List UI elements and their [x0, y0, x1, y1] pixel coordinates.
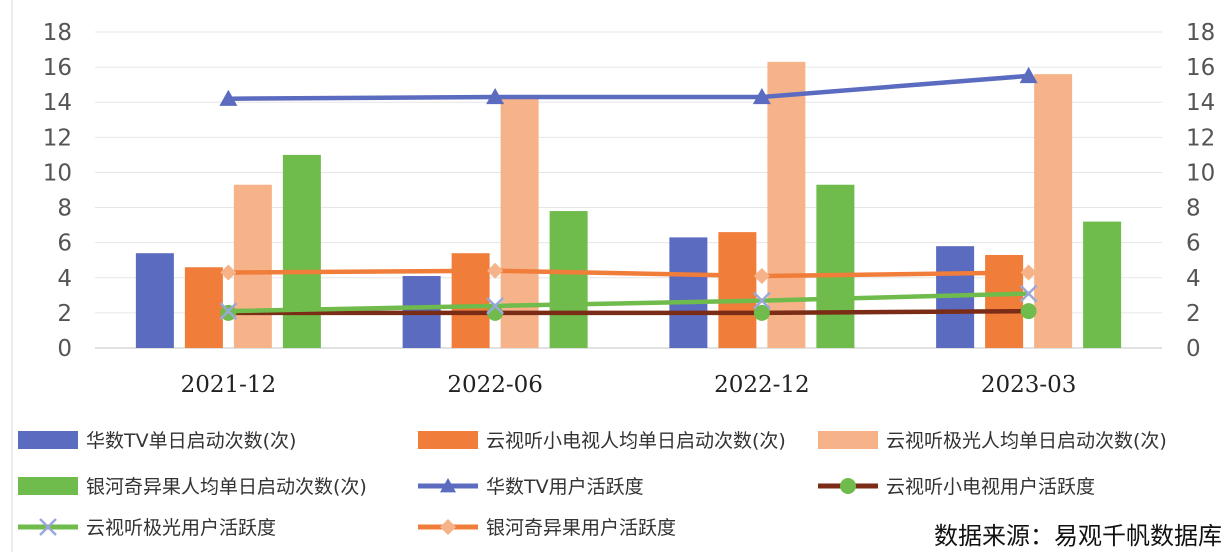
- bar: [282, 154, 321, 348]
- series-line: [228, 73, 1029, 101]
- line-point: [39, 518, 57, 536]
- bar: [767, 61, 806, 348]
- line-point: [1020, 264, 1037, 281]
- line-point: [752, 291, 771, 310]
- line-point: [1020, 303, 1037, 320]
- legend-label: 华数TV用户活跃度: [486, 476, 644, 498]
- y-right-tick-label: 16: [1186, 55, 1215, 81]
- bar: [135, 253, 174, 348]
- line-point: [440, 519, 456, 535]
- bar: [1034, 74, 1073, 348]
- y-left-tick-label: 2: [57, 301, 72, 327]
- legend-swatch: [18, 431, 78, 449]
- line-point: [1019, 66, 1038, 84]
- legend-label: 云视听小电视用户活跃度: [886, 476, 1095, 498]
- bar: [500, 96, 539, 348]
- y-right-tick-label: 0: [1186, 336, 1201, 362]
- line-point: [752, 87, 771, 105]
- bar: [816, 184, 855, 348]
- y-left-tick-label: 16: [43, 55, 72, 81]
- y-right-tick-label: 4: [1186, 266, 1201, 292]
- legend-label: 银河奇异果用户活跃度: [486, 517, 676, 539]
- series-line: [228, 268, 1029, 279]
- y-right-tick-label: 2: [1186, 301, 1201, 327]
- y-left-tick-label: 8: [57, 196, 72, 222]
- line-point: [219, 89, 238, 106]
- bar: [1083, 221, 1122, 348]
- x-tick-label: 2023-03: [981, 372, 1077, 398]
- y-right-tick-label: 8: [1186, 196, 1201, 222]
- line-point: [487, 262, 504, 279]
- series-line: [228, 308, 1029, 316]
- legend-label: 云视听极光人均单日启动次数(次): [886, 430, 1167, 452]
- x-tick-label: 2022-06: [447, 372, 543, 398]
- legend-label: 银河奇异果人均单日启动次数(次): [86, 476, 367, 498]
- bar: [549, 211, 588, 348]
- y-right-tick-label: 12: [1186, 125, 1215, 151]
- y-right-tick-label: 10: [1186, 160, 1215, 186]
- bar: [233, 184, 272, 348]
- line-point: [219, 302, 238, 321]
- y-left-tick-label: 18: [43, 20, 72, 46]
- legend-label: 华数TV单日启动次数(次): [86, 430, 296, 452]
- y-left-tick-label: 0: [57, 336, 72, 362]
- y-right-tick-label: 6: [1186, 231, 1201, 257]
- bar: [669, 237, 708, 348]
- line-point: [440, 478, 456, 493]
- line-point: [220, 264, 237, 281]
- line-point: [486, 296, 505, 315]
- legend-swatch: [818, 431, 878, 449]
- line-point: [1019, 284, 1038, 303]
- y-left-tick-label: 14: [43, 90, 72, 116]
- bar: [451, 253, 490, 348]
- legend-swatch: [418, 431, 478, 449]
- legend-label: 云视听小电视人均单日启动次数(次): [486, 430, 786, 452]
- line-point: [840, 478, 856, 494]
- bar: [184, 267, 223, 348]
- y-right-tick-label: 14: [1186, 90, 1215, 116]
- y-right-tick-label: 18: [1186, 20, 1215, 46]
- legend-swatch: [18, 477, 78, 495]
- bar: [985, 254, 1024, 348]
- line-point: [753, 268, 770, 285]
- y-left-tick-label: 6: [57, 231, 72, 257]
- series-line: [228, 291, 1029, 314]
- y-left-tick-label: 12: [43, 125, 72, 151]
- line-point: [753, 304, 770, 321]
- legend-label: 云视听极光用户活跃度: [86, 517, 276, 539]
- source-note: 数据来源：易观千帆数据库: [934, 522, 1222, 550]
- y-left-tick-label: 10: [43, 160, 72, 186]
- x-tick-label: 2022-12: [714, 372, 810, 398]
- bar: [718, 232, 757, 348]
- line-point: [486, 87, 505, 105]
- y-left-tick-label: 4: [57, 266, 72, 292]
- x-tick-label: 2021-12: [181, 372, 277, 398]
